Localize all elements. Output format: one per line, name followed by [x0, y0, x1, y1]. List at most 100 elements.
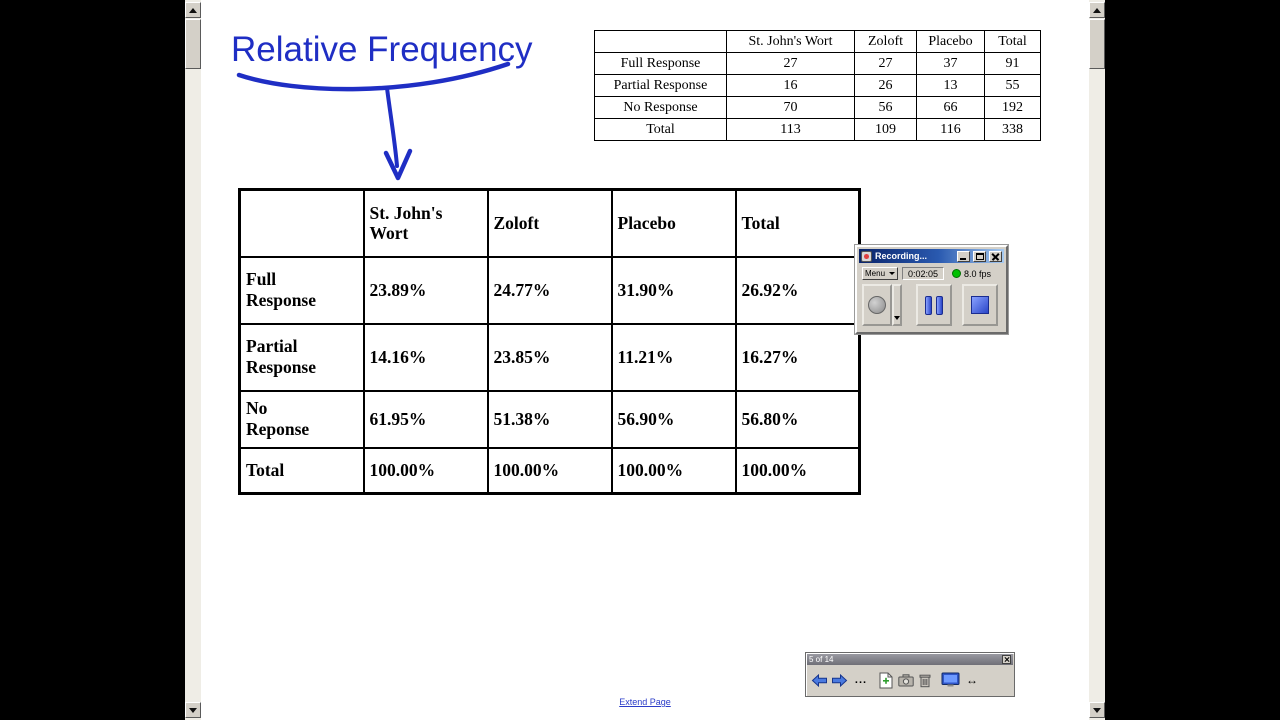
stop-button[interactable] [962, 284, 998, 326]
arrow-left-icon [811, 673, 827, 687]
nav-toolbar-buttons: ... ↔ [809, 666, 1011, 694]
more-pages-button[interactable]: ... [854, 674, 868, 686]
counts-cell: 37 [916, 52, 985, 75]
counts-cell: 66 [916, 96, 985, 119]
counts-row: Total 113 109 116 338 [594, 118, 1041, 141]
counts-cell: 26 [854, 74, 917, 97]
menu-label: Menu [865, 269, 886, 278]
counts-table: St. John's Wort Zoloft Placebo Total Ful… [594, 30, 1041, 141]
counts-cell: 16 [726, 74, 855, 97]
chevron-down-icon [889, 272, 895, 275]
insert-page-button[interactable] [877, 667, 895, 693]
counts-row-label: Partial Response [594, 74, 727, 97]
screen-capture-button[interactable] [897, 667, 915, 693]
recorder-title: Recording... [875, 251, 928, 261]
scroll-down-button[interactable] [1089, 702, 1105, 718]
scroll-up-button[interactable] [1089, 2, 1105, 18]
freq-cell: 31.90% [610, 255, 737, 325]
arrow-down-icon [189, 707, 197, 713]
counts-header-row: St. John's Wort Zoloft Placebo Total [594, 30, 1041, 53]
freq-cell: 100.00% [610, 446, 737, 495]
close-icon[interactable] [1002, 655, 1011, 664]
counts-row: Full Response 27 27 37 91 [594, 52, 1041, 75]
arrow-down-icon [1093, 707, 1101, 713]
counts-col-header: Zoloft [854, 30, 917, 53]
scrollbar-thumb[interactable] [185, 19, 201, 69]
counts-cell: 192 [984, 96, 1041, 119]
left-scrollbar[interactable] [185, 0, 201, 720]
counts-cell: 116 [916, 118, 985, 141]
counts-cell: 109 [854, 118, 917, 141]
maximize-button[interactable] [973, 250, 986, 262]
freq-col-header: Total [734, 188, 861, 258]
freq-col-header: Placebo [610, 188, 737, 258]
previous-page-button[interactable] [809, 667, 829, 693]
arrow-shaft-ink [385, 86, 399, 168]
freq-corner-cell [238, 188, 365, 258]
pause-button[interactable] [916, 284, 952, 326]
delete-page-button[interactable] [917, 667, 933, 693]
scrollbar-thumb[interactable] [1089, 19, 1105, 69]
counts-cell: 91 [984, 52, 1041, 75]
arrow-right-icon [831, 673, 847, 687]
freq-cell: 23.89% [362, 255, 489, 325]
counts-row-label: Full Response [594, 52, 727, 75]
minimize-button[interactable] [957, 250, 970, 262]
recorder-window: Recording... Menu 0:02:05 8.0 fps [855, 245, 1008, 334]
freq-cell: 100.00% [362, 446, 489, 495]
freq-cell: 51.38% [486, 389, 613, 449]
freq-cell: 11.21% [610, 322, 737, 392]
page-indicator: 5 of 14 [809, 654, 834, 664]
menu-dropdown[interactable]: Menu [862, 267, 898, 280]
freq-row-label: No Reponse [238, 389, 365, 449]
freq-row: Total 100.00% 100.00% 100.00% 100.00% [238, 446, 861, 495]
arrow-up-icon [189, 7, 197, 13]
freq-row-label: Total [238, 446, 365, 495]
fullscreen-button[interactable] [939, 667, 961, 693]
freq-row: No Reponse 61.95% 51.38% 56.90% 56.80% [238, 389, 861, 449]
camera-icon [898, 673, 914, 686]
freq-cell: 61.95% [362, 389, 489, 449]
recorder-titlebar[interactable]: Recording... [859, 249, 1004, 263]
recording-indicator-icon [952, 269, 961, 278]
next-page-button[interactable] [829, 667, 849, 693]
freq-cell: 100.00% [486, 446, 613, 495]
freq-cell: 26.92% [734, 255, 861, 325]
extend-page-link[interactable]: Extend Page [619, 697, 671, 707]
freq-cell: 56.80% [734, 389, 861, 449]
record-options-dropdown[interactable] [892, 284, 902, 326]
freq-row: Partial Response 14.16% 23.85% 11.21% 16… [238, 322, 861, 392]
recorder-app-icon [861, 250, 872, 262]
right-scrollbar[interactable] [1089, 0, 1105, 720]
nav-toolbar-titlebar[interactable]: 5 of 14 [807, 654, 1013, 665]
freq-row: Full Response 23.89% 24.77% 31.90% 26.92… [238, 255, 861, 325]
close-button[interactable] [989, 250, 1002, 262]
freq-cell: 23.85% [486, 322, 613, 392]
record-button[interactable] [862, 284, 892, 326]
freq-col-header: Zoloft [486, 188, 613, 258]
relative-frequency-table: St. John's Wort Zoloft Placebo Total Ful… [238, 188, 861, 495]
counts-cell: 13 [916, 74, 985, 97]
pause-icon [925, 295, 943, 315]
freq-cell: 14.16% [362, 322, 489, 392]
recording-time: 0:02:05 [902, 267, 944, 280]
page-nav-toolbar: 5 of 14 ... [805, 652, 1015, 697]
freq-cell: 16.27% [734, 322, 861, 392]
counts-cell: 27 [854, 52, 917, 75]
scroll-up-button[interactable] [185, 2, 201, 18]
stop-icon [971, 296, 989, 314]
counts-cell: 338 [984, 118, 1041, 141]
freq-row-label: Full Response [238, 255, 365, 325]
counts-row: No Response 70 56 66 192 [594, 96, 1041, 119]
counts-cell: 70 [726, 96, 855, 119]
chevron-down-icon [894, 316, 900, 320]
resize-toolbar-button[interactable]: ↔ [966, 673, 978, 687]
counts-col-header: Placebo [916, 30, 985, 53]
scroll-down-button[interactable] [185, 702, 201, 718]
recorder-status-row: Menu 0:02:05 8.0 fps [862, 267, 1002, 280]
fps-label: 8.0 fps [964, 268, 992, 279]
counts-row: Partial Response 16 26 13 55 [594, 74, 1041, 97]
recorder-controls [862, 284, 1002, 327]
counts-row-label: Total [594, 118, 727, 141]
